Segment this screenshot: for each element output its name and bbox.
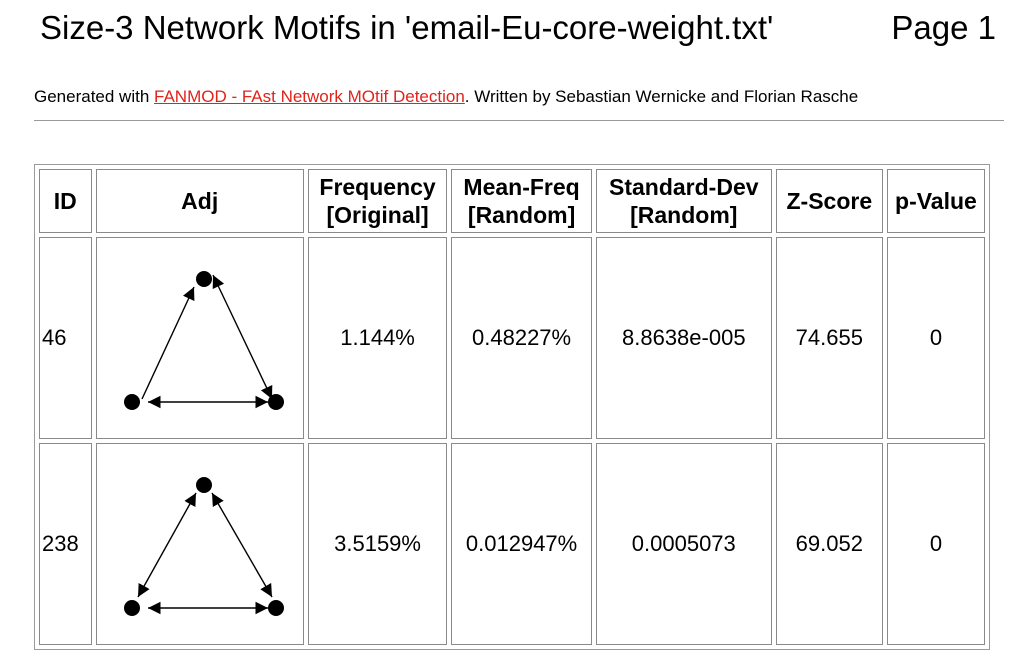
cell-p-value: 0 [886,237,985,439]
cell-z-score: 74.655 [775,237,883,439]
table-row: 46 [39,237,985,439]
table-header-row: ID Adj Frequency [Original] Mean-Freq [Ran… [39,169,985,233]
cell-std-dev: 8.8638e-005 [595,237,772,439]
cell-adj [95,237,304,439]
col-header-frequency: Frequency [Original] [307,169,448,233]
triangle-motif-46-icon [123,271,284,410]
cell-id: 46 [39,237,92,439]
page-title: Size-3 Network Motifs in 'email-Eu-core-… [40,9,774,46]
table-row: 238 3.5159% 0.012947% [39,443,985,645]
cell-p-value: 0 [886,443,985,645]
credits-suffix: . Written by Sebastian Wernicke and Flor… [464,87,859,106]
cell-z-score: 69.052 [775,443,883,645]
cell-mean-freq: 0.012947% [451,443,592,645]
triangle-motif-238-icon [123,477,284,616]
page-number: Page 1 [891,9,996,46]
cell-adj [95,443,304,645]
cell-id: 238 [39,443,92,645]
col-header-p-value: p-Value [886,169,985,233]
col-header-z-score: Z-Score [775,169,883,233]
col-header-id: ID [39,169,92,233]
motif-table: ID Adj Frequency [Original] Mean-Freq [Ran… [34,164,990,650]
col-header-adj: Adj [95,169,304,233]
fanmod-link[interactable]: FANMOD - FAst Network MOtif Detection [154,87,465,106]
horizontal-divider [34,120,1004,121]
cell-frequency: 1.144% [307,237,448,439]
cell-mean-freq: 0.48227% [451,237,592,439]
col-header-std-dev: Standard-Dev [Random] [595,169,772,233]
cell-std-dev: 0.0005073 [595,443,772,645]
credits-line: Generated with FANMOD - FAst Network MOt… [34,86,858,108]
col-header-mean-freq: Mean-Freq [Random] [451,169,592,233]
cell-frequency: 3.5159% [307,443,448,645]
credits-prefix: Generated with [34,87,155,106]
header: Size-3 Network Motifs in 'email-Eu-core-… [40,6,996,50]
